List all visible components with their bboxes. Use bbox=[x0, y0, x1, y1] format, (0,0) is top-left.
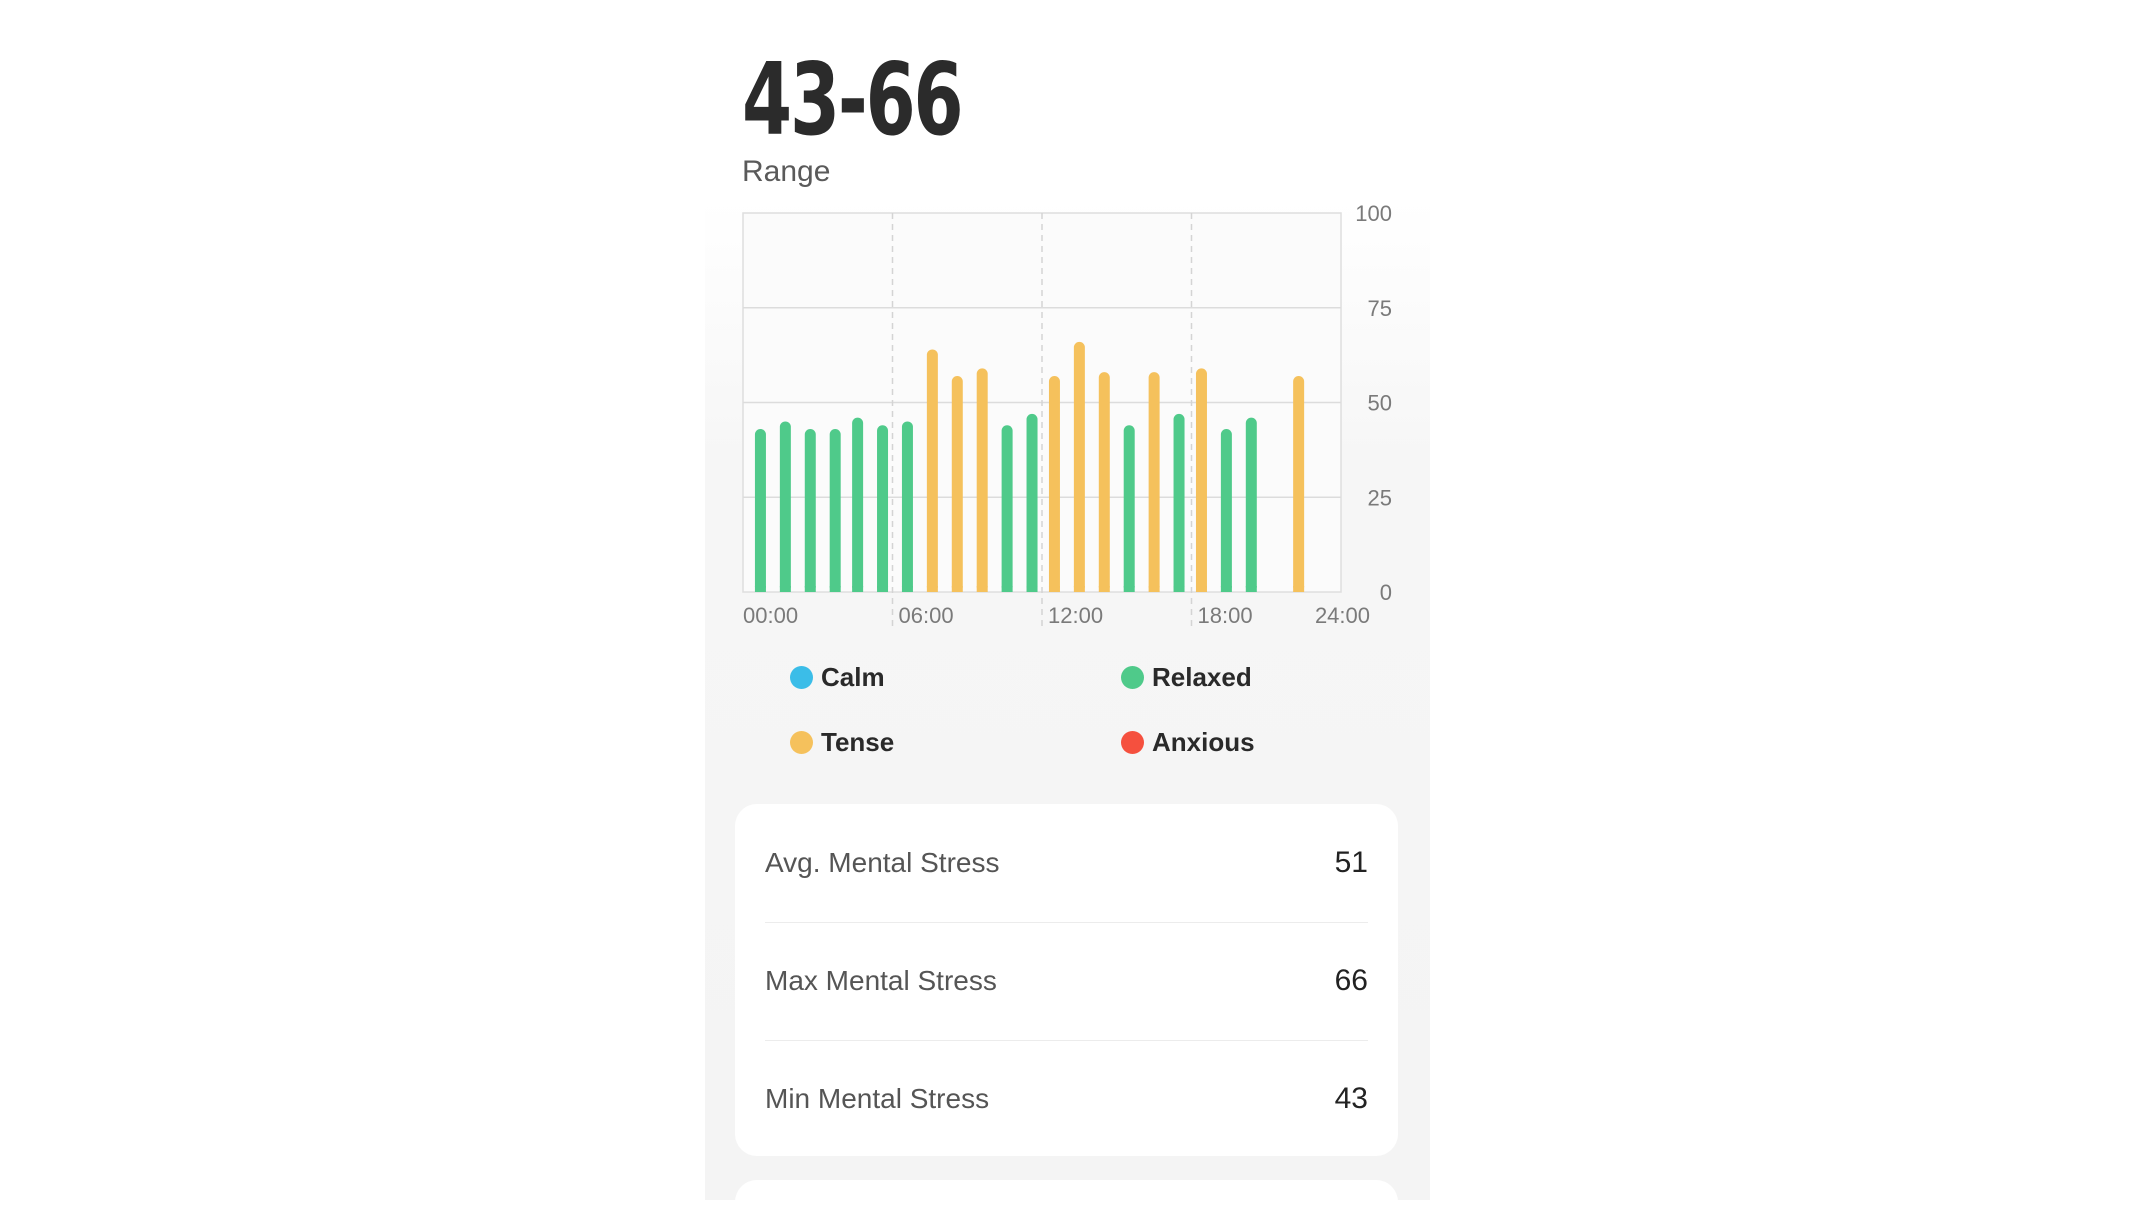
legend-item-tense: Tense bbox=[790, 727, 894, 758]
bar-base bbox=[877, 586, 889, 592]
bar-tense bbox=[1048, 375, 1060, 592]
stress-bar-chart: 0 25 50 75 100 00:00 06:00 12:00 18:00 24:00 bbox=[742, 201, 1392, 630]
bar-base bbox=[829, 586, 841, 592]
bar-relaxed bbox=[1026, 413, 1038, 592]
bar-base bbox=[1001, 586, 1013, 592]
bar-relaxed bbox=[754, 429, 766, 592]
min-stress-label: Min Mental Stress bbox=[765, 1083, 990, 1114]
x-tick-label: 18:00 bbox=[1198, 603, 1253, 628]
calm-dot-icon bbox=[790, 666, 813, 689]
bar-base bbox=[926, 586, 938, 592]
legend-item-calm: Calm bbox=[790, 662, 885, 693]
next-card bbox=[735, 1180, 1398, 1220]
bar-base bbox=[852, 586, 864, 592]
legend-label-anxious: Anxious bbox=[1152, 727, 1255, 757]
bar-base bbox=[1148, 586, 1160, 592]
y-tick-label: 75 bbox=[1368, 296, 1392, 321]
anxious-dot-icon bbox=[1121, 731, 1144, 754]
bar-base bbox=[1123, 586, 1135, 592]
y-tick-label: 25 bbox=[1368, 485, 1392, 510]
bar-base bbox=[754, 586, 766, 592]
bar-base bbox=[1173, 586, 1185, 592]
bar-base bbox=[976, 586, 988, 592]
legend-label-calm: Calm bbox=[821, 662, 885, 692]
range-value: 43-66 bbox=[742, 41, 964, 158]
stat-row-max: Max Mental Stress 66 bbox=[765, 922, 1368, 1041]
bar-base bbox=[901, 586, 913, 592]
avg-stress-value: 51 bbox=[1334, 846, 1368, 879]
bar-tense bbox=[1195, 368, 1207, 592]
bar-relaxed bbox=[1001, 425, 1013, 592]
y-tick-label: 0 bbox=[1380, 580, 1392, 605]
bar-base bbox=[1073, 586, 1085, 592]
range-label: Range bbox=[742, 155, 831, 188]
bar-relaxed bbox=[804, 429, 816, 592]
bar-tense bbox=[1293, 375, 1305, 592]
bar-relaxed bbox=[901, 421, 913, 592]
bar-tense bbox=[1098, 372, 1110, 592]
x-tick-label: 24:00 bbox=[1315, 603, 1370, 628]
bar-base bbox=[804, 586, 816, 592]
avg-stress-label: Avg. Mental Stress bbox=[765, 847, 1000, 878]
legend-label-relaxed: Relaxed bbox=[1152, 662, 1252, 692]
stat-row-min: Min Mental Stress 43 bbox=[765, 1040, 1368, 1158]
min-stress-value: 43 bbox=[1334, 1082, 1368, 1115]
bar-tense bbox=[1148, 372, 1160, 592]
bar-relaxed bbox=[852, 417, 864, 592]
bar-base bbox=[951, 586, 963, 592]
x-tick-label: 12:00 bbox=[1048, 603, 1103, 628]
bar-tense bbox=[1073, 341, 1085, 592]
bar-relaxed bbox=[829, 429, 841, 592]
bar-tense bbox=[976, 368, 988, 592]
x-tick-label: 06:00 bbox=[899, 603, 954, 628]
x-tick-label: 00:00 bbox=[743, 603, 798, 628]
bar-base bbox=[779, 586, 791, 592]
y-tick-label: 50 bbox=[1368, 391, 1392, 416]
max-stress-value: 66 bbox=[1334, 964, 1368, 997]
bar-base bbox=[1026, 586, 1038, 592]
bar-relaxed bbox=[1173, 413, 1185, 592]
tense-dot-icon bbox=[790, 731, 813, 754]
bar-tense bbox=[926, 349, 938, 592]
max-stress-label: Max Mental Stress bbox=[765, 965, 997, 996]
bar-base bbox=[1293, 586, 1305, 592]
bar-relaxed bbox=[1220, 429, 1232, 592]
legend-item-relaxed: Relaxed bbox=[1121, 662, 1252, 693]
legend-label-tense: Tense bbox=[821, 727, 895, 757]
legend-item-anxious: Anxious bbox=[1121, 727, 1255, 758]
relaxed-dot-icon bbox=[1121, 666, 1144, 689]
stat-row-avg: Avg. Mental Stress 51 bbox=[765, 804, 1368, 923]
bar-relaxed bbox=[1245, 417, 1257, 592]
bar-relaxed bbox=[1123, 425, 1135, 592]
bar-tense bbox=[951, 375, 963, 592]
bar-base bbox=[1245, 586, 1257, 592]
bar-base bbox=[1220, 586, 1232, 592]
bar-base bbox=[1195, 586, 1207, 592]
stress-stats-card: Avg. Mental Stress 51 Max Mental Stress … bbox=[735, 804, 1398, 1156]
bar-base bbox=[1048, 586, 1060, 592]
bar-relaxed bbox=[779, 421, 791, 592]
bar-relaxed bbox=[877, 425, 889, 592]
y-tick-label: 100 bbox=[1355, 201, 1392, 226]
bar-base bbox=[1098, 586, 1110, 592]
